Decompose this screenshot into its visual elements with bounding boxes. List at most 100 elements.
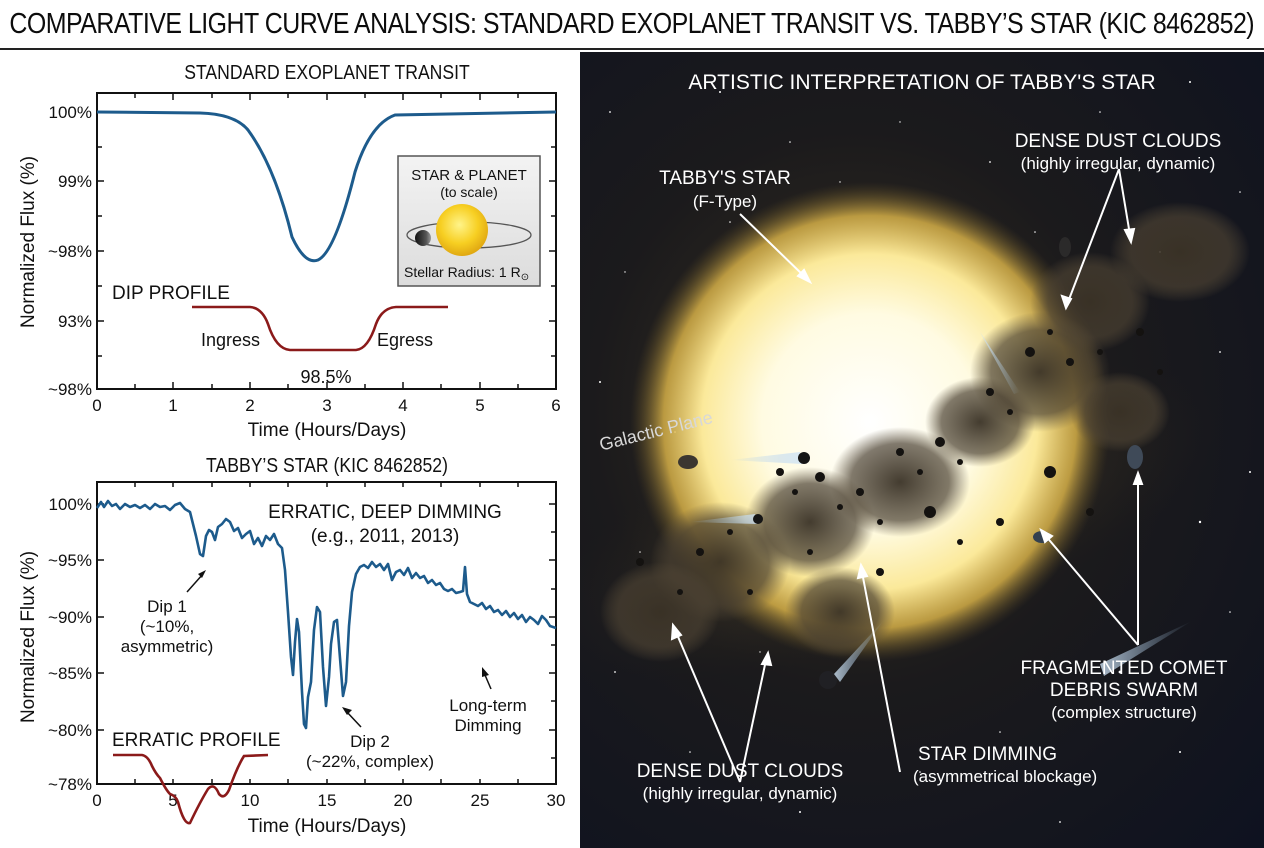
arrow-icon	[1132, 470, 1144, 485]
depth-label: 98.5%	[300, 367, 351, 387]
arrow-icon	[198, 570, 206, 578]
x-tick-labels: 0 1 2 3 4 5 6	[92, 396, 560, 415]
arrow-icon	[670, 622, 683, 641]
dip-profile-curve	[192, 305, 448, 352]
svg-text:2: 2	[245, 396, 254, 415]
illustration-panel: ARTISTIC INTERPRETATION OF TABBY'S STAR …	[580, 52, 1264, 848]
svg-text:15: 15	[318, 791, 337, 810]
svg-text:~95%: ~95%	[48, 551, 92, 570]
svg-text:~98%: ~98%	[48, 380, 92, 399]
svg-text:(~10%,: (~10%,	[140, 617, 194, 636]
egress-label: Egress	[377, 330, 433, 350]
svg-text:6: 6	[551, 396, 560, 415]
long-term-annotation: Long-term Dimming	[449, 667, 527, 735]
label-comet-2: DEBRIS SWARM	[1050, 680, 1198, 701]
arrow-icon	[760, 650, 773, 667]
arrow-icon	[342, 707, 352, 715]
arrow-icon	[1039, 527, 1054, 544]
charts-panel: STANDARD EXOPLANET TRANSIT	[0, 52, 580, 848]
y-axis-label: Normalized Flux (%)	[18, 551, 39, 723]
label-dust-top-sub: (highly irregular, dynamic)	[1021, 154, 1216, 173]
label-comet: FRAGMENTED COMET	[1021, 658, 1228, 679]
svg-text:Dip 2: Dip 2	[350, 732, 390, 751]
transit-curve	[96, 110, 557, 263]
label-star-type: (F-Type)	[693, 192, 757, 211]
svg-text:Dimming: Dimming	[454, 716, 521, 735]
y-axis-label: Normalized Flux (%)	[18, 156, 39, 328]
star-planet-inset: STAR & PLANET (to scale) Stellar Radius:…	[397, 155, 541, 287]
ingress-label: Ingress	[201, 330, 260, 350]
svg-text:~78%: ~78%	[48, 775, 92, 794]
x-ticks	[97, 93, 556, 389]
svg-text:~98%: ~98%	[48, 242, 92, 261]
illustration-title: ARTISTIC INTERPRETATION OF TABBY'S STAR	[688, 71, 1155, 94]
x-tick-labels: 0 5 10 15 20 25 30	[92, 791, 565, 810]
svg-text:0: 0	[92, 396, 101, 415]
svg-text:Long-term: Long-term	[449, 696, 526, 715]
y-tick-labels: 100% ~95% ~90% ~85% ~80% ~78%	[48, 495, 92, 794]
arrow-icon	[1060, 294, 1073, 311]
dip2-annotation: Dip 2 (~22%, complex)	[306, 707, 434, 771]
erratic-profile-label: ERRATIC PROFILE	[112, 730, 281, 751]
callout-arrows	[670, 168, 1144, 783]
x-axis-label: Time (Hours/Days)	[248, 420, 407, 441]
dip1-annotation: Dip 1 (~10%, asymmetric)	[121, 570, 214, 656]
svg-text:20: 20	[394, 791, 413, 810]
svg-text:~90%: ~90%	[48, 608, 92, 627]
arrow-icon	[856, 562, 869, 580]
label-dust-bottom: DENSE DUST CLOUDS	[637, 761, 844, 782]
label-star-name: TABBY'S STAR	[659, 168, 791, 189]
svg-text:25: 25	[471, 791, 490, 810]
label-comet-sub: (complex structure)	[1051, 703, 1196, 722]
svg-text:100%: 100%	[49, 103, 92, 122]
illustration-labels: ARTISTIC INTERPRETATION OF TABBY'S STAR …	[597, 71, 1228, 803]
label-dust-bottom-sub: (highly irregular, dynamic)	[643, 784, 838, 803]
svg-text:0: 0	[92, 791, 101, 810]
arrow-icon	[796, 268, 813, 285]
svg-text:30: 30	[547, 791, 566, 810]
svg-text:10: 10	[241, 791, 260, 810]
svg-text:100%: 100%	[49, 495, 92, 514]
headline-sub-label: (e.g., 2011, 2013)	[311, 526, 460, 547]
arrow-icon	[482, 667, 489, 677]
svg-text:5: 5	[475, 396, 484, 415]
comet-head	[819, 671, 837, 689]
label-dust-top: DENSE DUST CLOUDS	[1015, 131, 1222, 152]
title-bar: COMPARATIVE LIGHT CURVE ANALYSIS: STANDA…	[0, 0, 1264, 50]
transit-chart: 100% 99% ~98% 93% ~98% 0 1 2 3 4 5 6 Tim…	[18, 92, 561, 441]
svg-text:STAR & PLANET: STAR & PLANET	[411, 167, 527, 184]
tabby-chart: 100% ~95% ~90% ~85% ~80% ~78% 0 5 10 15 …	[18, 481, 565, 837]
svg-text:5: 5	[168, 791, 177, 810]
svg-text:1: 1	[168, 396, 177, 415]
star-icon	[436, 204, 488, 256]
erratic-profile-curve	[113, 753, 269, 825]
chart-title-tabby: TABBY’S STAR (KIC 8462852)	[206, 455, 448, 477]
tabby-curve	[95, 499, 557, 730]
debris-fragments	[636, 237, 1163, 595]
dust-clouds	[600, 202, 1250, 662]
svg-text:93%: 93%	[58, 312, 92, 331]
svg-text:(~22%, complex): (~22%, complex)	[306, 752, 434, 771]
page-title: COMPARATIVE LIGHT CURVE ANALYSIS: STANDA…	[9, 7, 1255, 40]
svg-text:Stellar Radius: 1 R⊙: Stellar Radius: 1 R⊙	[404, 264, 529, 283]
headline-label: ERRATIC, DEEP DIMMING	[268, 502, 502, 523]
svg-text:asymmetric): asymmetric)	[121, 637, 214, 656]
comets	[690, 332, 1192, 689]
svg-text:(to scale): (to scale)	[440, 184, 498, 200]
svg-text:99%: 99%	[58, 172, 92, 191]
label-dimming-sub: (asymmetrical blockage)	[913, 767, 1097, 786]
label-dimming: STAR DIMMING	[918, 744, 1057, 765]
illustration-art: ARTISTIC INTERPRETATION OF TABBY'S STAR …	[580, 71, 1251, 823]
chart-title-transit: STANDARD EXOPLANET TRANSIT	[184, 62, 470, 84]
svg-text:Dip 1: Dip 1	[147, 597, 187, 616]
svg-text:3: 3	[322, 396, 331, 415]
planet-icon	[415, 230, 431, 246]
svg-text:4: 4	[398, 396, 407, 415]
ticks	[97, 482, 556, 784]
y-tick-labels: 100% 99% ~98% 93% ~98%	[48, 103, 92, 399]
arrow-icon	[1123, 227, 1136, 245]
x-axis-label: Time (Hours/Days)	[248, 816, 407, 837]
svg-text:~80%: ~80%	[48, 721, 92, 740]
dip-profile-label: DIP PROFILE	[112, 283, 230, 304]
svg-text:~85%: ~85%	[48, 664, 92, 683]
